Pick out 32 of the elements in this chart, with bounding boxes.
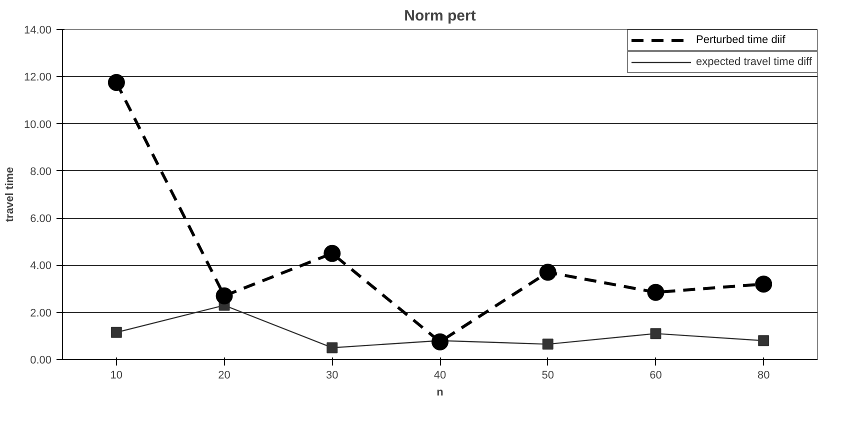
point [647, 284, 664, 301]
point [542, 338, 554, 350]
chart-title: Norm pert [404, 8, 476, 24]
y-tick-label: 2.00 [30, 307, 52, 320]
y-tick-label: 14.00 [24, 24, 52, 36]
x-tick-label: 80 [757, 370, 770, 382]
point [326, 342, 338, 354]
point [110, 326, 122, 338]
y-tick-label: 4.00 [30, 260, 52, 272]
x-tick-label: 20 [218, 370, 230, 382]
point [108, 74, 125, 92]
y-tick-label: 12.00 [24, 72, 52, 84]
x-tick-label: 50 [542, 370, 554, 382]
text: expected travel time diff [696, 56, 813, 68]
y-tick-label: 10.00 [24, 118, 52, 131]
x-tick-label: 60 [650, 370, 662, 382]
point [432, 333, 448, 350]
y-axis-title: travel time [4, 166, 16, 222]
point [755, 276, 772, 293]
x-tick-label: 40 [434, 370, 446, 382]
point [324, 244, 341, 262]
point [539, 264, 556, 281]
point [650, 328, 662, 340]
x-axis-title: n [436, 386, 444, 398]
x-tick-label: 30 [326, 370, 338, 382]
y-tick-label: 6.00 [30, 213, 52, 226]
x-tick-label: 10 [110, 370, 123, 382]
y-tick-label: 0.00 [30, 354, 52, 366]
text: Perturbed time diif [696, 34, 786, 46]
point [216, 287, 233, 304]
y-tick-label: 8.00 [30, 166, 52, 178]
point [758, 335, 770, 346]
